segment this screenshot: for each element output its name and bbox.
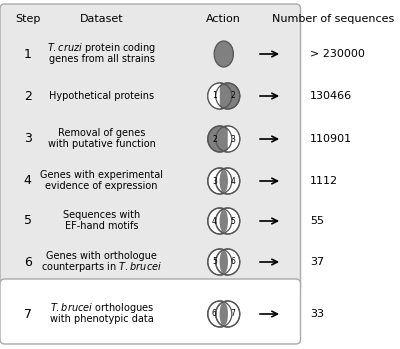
Wedge shape — [228, 126, 240, 152]
Text: 4: 4 — [24, 174, 32, 187]
Text: Sequences with: Sequences with — [63, 210, 140, 220]
Text: 2: 2 — [24, 89, 32, 103]
Text: 2: 2 — [231, 91, 236, 101]
Text: 7: 7 — [24, 307, 32, 320]
Text: $\it{T. brucei}$ orthologues: $\it{T. brucei}$ orthologues — [50, 301, 154, 315]
Text: counterparts in $\it{T. brucei}$: counterparts in $\it{T. brucei}$ — [41, 260, 162, 274]
Text: evidence of expression: evidence of expression — [46, 181, 158, 191]
Text: 37: 37 — [310, 257, 324, 267]
Circle shape — [216, 249, 240, 275]
Wedge shape — [208, 83, 220, 109]
Text: 3: 3 — [212, 177, 217, 186]
Text: 33: 33 — [310, 309, 324, 319]
Text: Number of sequences: Number of sequences — [272, 14, 394, 24]
Text: 5: 5 — [231, 216, 236, 225]
Text: genes from all strains: genes from all strains — [49, 54, 155, 64]
Circle shape — [216, 126, 240, 152]
Text: 6: 6 — [212, 310, 217, 319]
Text: $\it{T. cruzi}$ protein coding: $\it{T. cruzi}$ protein coding — [47, 41, 156, 55]
Text: Step: Step — [15, 14, 40, 24]
Text: Action: Action — [206, 14, 241, 24]
Circle shape — [216, 208, 240, 234]
Text: 2: 2 — [212, 134, 217, 143]
Text: 3: 3 — [231, 134, 236, 143]
Text: 4: 4 — [231, 177, 236, 186]
Ellipse shape — [220, 302, 228, 326]
Text: Removal of genes: Removal of genes — [58, 128, 146, 138]
Circle shape — [208, 168, 232, 194]
Circle shape — [208, 208, 232, 234]
Text: 3: 3 — [24, 133, 32, 146]
Text: Dataset: Dataset — [80, 14, 124, 24]
Text: with putative function: with putative function — [48, 139, 156, 149]
Text: with phenotypic data: with phenotypic data — [50, 314, 154, 324]
Ellipse shape — [214, 41, 233, 67]
Ellipse shape — [220, 209, 228, 233]
Text: 6: 6 — [24, 255, 32, 268]
Text: 1112: 1112 — [310, 176, 338, 186]
Text: 130466: 130466 — [310, 91, 352, 101]
Text: Hypothetical proteins: Hypothetical proteins — [49, 91, 154, 101]
Circle shape — [216, 83, 240, 109]
Circle shape — [216, 168, 240, 194]
Circle shape — [208, 301, 232, 327]
Text: 5: 5 — [212, 258, 217, 267]
Text: Genes with orthologue: Genes with orthologue — [46, 251, 157, 261]
Circle shape — [208, 126, 232, 152]
Text: EF-hand motifs: EF-hand motifs — [65, 221, 138, 231]
Text: 1: 1 — [212, 91, 217, 101]
Text: Genes with experimental: Genes with experimental — [40, 170, 163, 180]
Ellipse shape — [220, 250, 228, 274]
Text: 7: 7 — [231, 310, 236, 319]
Ellipse shape — [220, 169, 228, 193]
Text: > 230000: > 230000 — [310, 49, 365, 59]
Text: 4: 4 — [212, 216, 217, 225]
Circle shape — [208, 83, 232, 109]
Text: 110901: 110901 — [310, 134, 352, 144]
Text: 5: 5 — [24, 215, 32, 228]
Circle shape — [208, 249, 232, 275]
FancyBboxPatch shape — [0, 279, 300, 344]
Text: 55: 55 — [310, 216, 324, 226]
Text: 1: 1 — [24, 47, 32, 60]
Circle shape — [216, 301, 240, 327]
FancyBboxPatch shape — [0, 4, 300, 292]
Text: 6: 6 — [231, 258, 236, 267]
